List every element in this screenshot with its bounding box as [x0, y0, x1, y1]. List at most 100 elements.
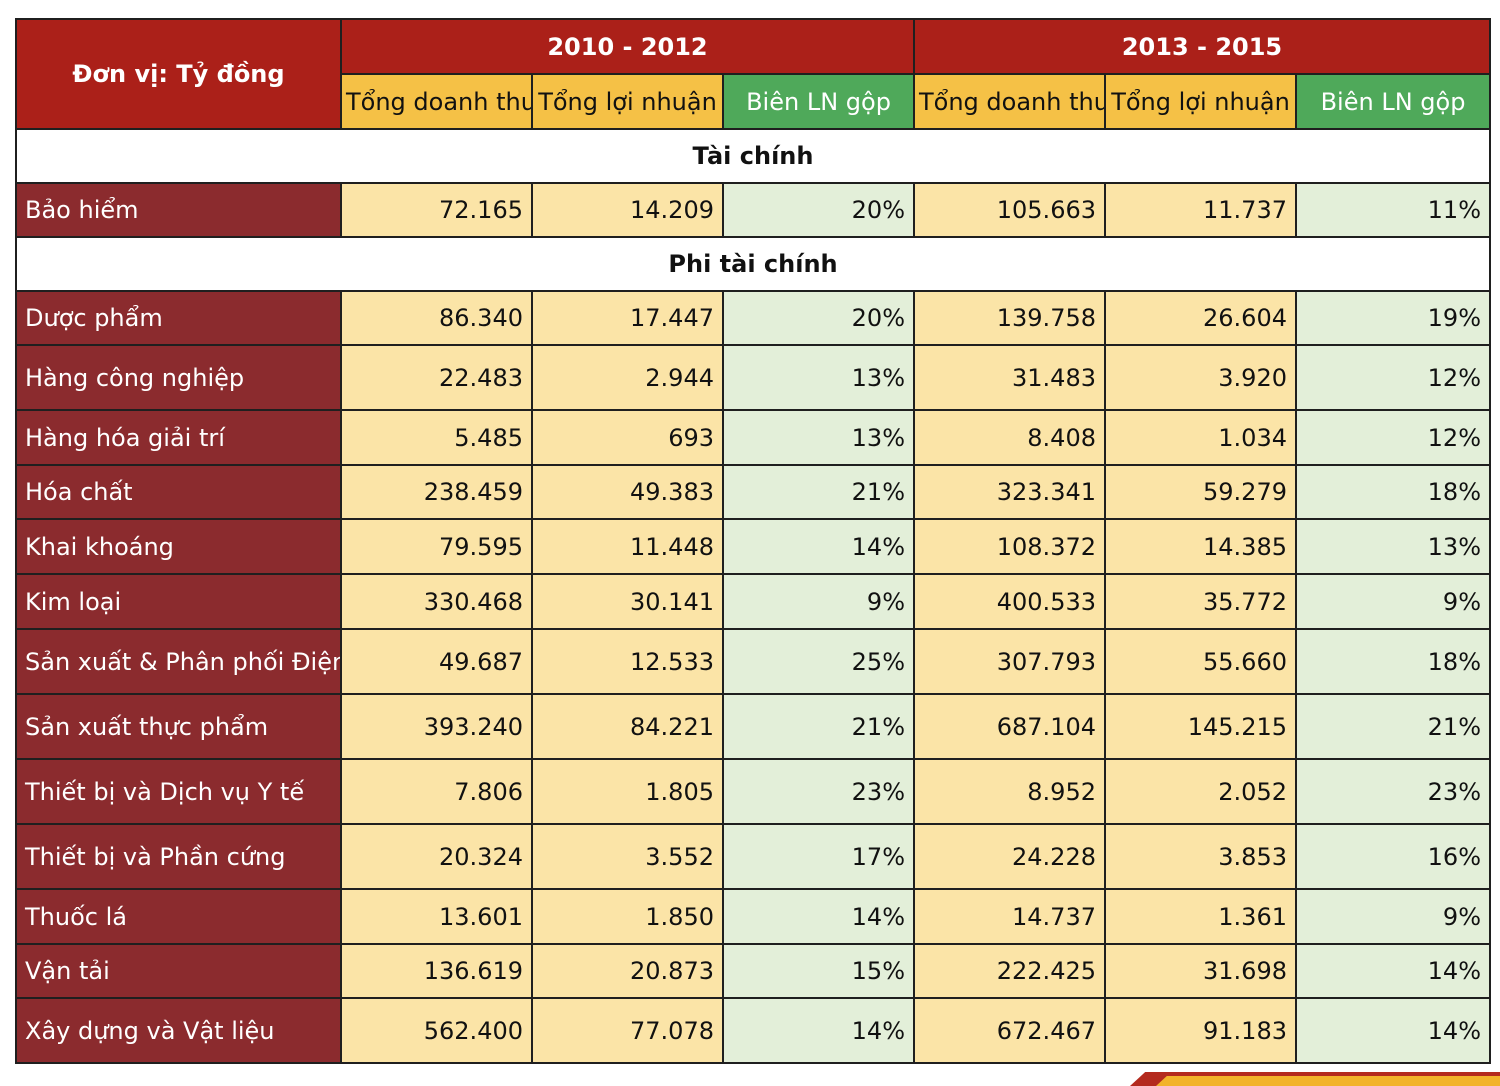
column-header-revenue: Tổng doanh thu	[913, 73, 1106, 130]
row-label: Hàng hóa giải trí	[15, 409, 342, 466]
section-row: Tài chính	[15, 128, 1491, 184]
cell-revenue-2013-2015: 400.533	[913, 573, 1106, 630]
table-row: Khai khoáng 79.595 11.448 14% 108.372 14.385 1…	[15, 518, 1491, 575]
cell-profit-2013-2015: 2.052	[1104, 758, 1297, 825]
cell-profit-2013-2015: 26.604	[1104, 290, 1297, 346]
cell-profit-2013-2015: 14.385	[1104, 518, 1297, 575]
cell-margin-2013-2015: 18%	[1295, 464, 1491, 520]
row-label: Sản xuất & Phân phối Điện	[15, 628, 342, 695]
cell-margin-2010-2012: 21%	[722, 693, 915, 760]
period-header-2013-2015: 2013 - 2015	[913, 18, 1491, 75]
table-row: Bảo hiểm 72.165 14.209 20% 105.663 11.737 11%	[15, 182, 1491, 238]
table-row: Xây dựng và Vật liệu 562.400 77.078 14% 672.…	[15, 997, 1491, 1064]
cell-profit-2013-2015: 145.215	[1104, 693, 1297, 760]
column-header-margin: Biên LN gộp	[1295, 73, 1491, 130]
cell-profit-2013-2015: 91.183	[1104, 997, 1297, 1064]
cell-profit-2013-2015: 3.853	[1104, 823, 1297, 890]
table-row: Vận tải 136.619 20.873 15% 222.425 31.698 14%	[15, 943, 1491, 999]
cell-profit-2010-2012: 14.209	[531, 182, 724, 238]
cell-profit-2010-2012: 3.552	[531, 823, 724, 890]
table-row: Kim loại 330.468 30.141 9% 400.533 35.772 9%	[15, 573, 1491, 630]
cell-revenue-2013-2015: 139.758	[913, 290, 1106, 346]
cell-margin-2013-2015: 23%	[1295, 758, 1491, 825]
cell-margin-2013-2015: 14%	[1295, 997, 1491, 1064]
period-header-2010-2012: 2010 - 2012	[340, 18, 915, 75]
row-label: Hàng công nghiệp	[15, 344, 342, 411]
table-row: Hóa chất 238.459 49.383 21% 323.341 59.279 18%	[15, 464, 1491, 520]
cell-margin-2010-2012: 14%	[722, 518, 915, 575]
cell-profit-2013-2015: 31.698	[1104, 943, 1297, 999]
cell-margin-2010-2012: 14%	[722, 997, 915, 1064]
row-label: Hóa chất	[15, 464, 342, 520]
cell-revenue-2013-2015: 105.663	[913, 182, 1106, 238]
cell-margin-2010-2012: 20%	[722, 182, 915, 238]
row-label: Thuốc lá	[15, 888, 342, 945]
cell-revenue-2013-2015: 8.952	[913, 758, 1106, 825]
column-header-profit: Tổng lợi nhuận	[531, 73, 724, 130]
cell-margin-2010-2012: 20%	[722, 290, 915, 346]
table-header: Đơn vị: Tỷ đồng 2010 - 2012 2013 - 2015 …	[15, 18, 1491, 130]
row-label: Vận tải	[15, 943, 342, 999]
cell-margin-2013-2015: 19%	[1295, 290, 1491, 346]
cell-revenue-2013-2015: 222.425	[913, 943, 1106, 999]
section-title: Phi tài chính	[15, 236, 1491, 292]
table-row: Thiết bị và Dịch vụ Y tế 7.806 1.805 23% 8.9…	[15, 758, 1491, 825]
section-row: Phi tài chính	[15, 236, 1491, 292]
cell-profit-2010-2012: 1.805	[531, 758, 724, 825]
cell-revenue-2010-2012: 13.601	[340, 888, 533, 945]
cell-revenue-2013-2015: 14.737	[913, 888, 1106, 945]
column-header-margin: Biên LN gộp	[722, 73, 915, 130]
cell-margin-2013-2015: 13%	[1295, 518, 1491, 575]
table-row: Hàng công nghiệp 22.483 2.944 13% 31.483 3.92…	[15, 344, 1491, 411]
cell-revenue-2010-2012: 562.400	[340, 997, 533, 1064]
cell-margin-2010-2012: 9%	[722, 573, 915, 630]
cell-profit-2010-2012: 49.383	[531, 464, 724, 520]
row-label: Dược phẩm	[15, 290, 342, 346]
row-label: Kim loại	[15, 573, 342, 630]
cell-profit-2010-2012: 17.447	[531, 290, 724, 346]
cell-profit-2010-2012: 2.944	[531, 344, 724, 411]
cell-margin-2013-2015: 9%	[1295, 888, 1491, 945]
column-header-revenue: Tổng doanh thu	[340, 73, 533, 130]
cell-profit-2013-2015: 55.660	[1104, 628, 1297, 695]
cell-revenue-2010-2012: 20.324	[340, 823, 533, 890]
cell-profit-2010-2012: 84.221	[531, 693, 724, 760]
cell-margin-2010-2012: 14%	[722, 888, 915, 945]
cell-revenue-2013-2015: 108.372	[913, 518, 1106, 575]
financial-table-container: Đơn vị: Tỷ đồng 2010 - 2012 2013 - 2015 …	[15, 18, 1491, 1064]
cell-revenue-2013-2015: 24.228	[913, 823, 1106, 890]
cell-revenue-2010-2012: 72.165	[340, 182, 533, 238]
column-header-profit: Tổng lợi nhuận	[1104, 73, 1297, 130]
industry-financials-table: Đơn vị: Tỷ đồng 2010 - 2012 2013 - 2015 …	[15, 18, 1491, 1064]
cell-profit-2010-2012: 77.078	[531, 997, 724, 1064]
row-label: Bảo hiểm	[15, 182, 342, 238]
unit-label: Đơn vị: Tỷ đồng	[15, 18, 342, 130]
cell-revenue-2013-2015: 8.408	[913, 409, 1106, 466]
row-label: Thiết bị và Phần cứng	[15, 823, 342, 890]
cell-revenue-2010-2012: 330.468	[340, 573, 533, 630]
cell-profit-2013-2015: 35.772	[1104, 573, 1297, 630]
cell-profit-2013-2015: 3.920	[1104, 344, 1297, 411]
row-label: Thiết bị và Dịch vụ Y tế	[15, 758, 342, 825]
cell-profit-2010-2012: 20.873	[531, 943, 724, 999]
cell-margin-2013-2015: 12%	[1295, 344, 1491, 411]
cell-profit-2010-2012: 11.448	[531, 518, 724, 575]
cell-margin-2010-2012: 21%	[722, 464, 915, 520]
cell-margin-2010-2012: 25%	[722, 628, 915, 695]
table-row: Sản xuất thực phẩm 393.240 84.221 21% 687.10…	[15, 693, 1491, 760]
cell-margin-2013-2015: 12%	[1295, 409, 1491, 466]
cell-margin-2013-2015: 9%	[1295, 573, 1491, 630]
cell-margin-2010-2012: 13%	[722, 344, 915, 411]
cell-revenue-2010-2012: 136.619	[340, 943, 533, 999]
row-label: Khai khoáng	[15, 518, 342, 575]
footer-decoration-gold	[1156, 1076, 1500, 1086]
cell-profit-2010-2012: 693	[531, 409, 724, 466]
row-label: Sản xuất thực phẩm	[15, 693, 342, 760]
section-title: Tài chính	[15, 128, 1491, 184]
cell-revenue-2010-2012: 238.459	[340, 464, 533, 520]
cell-revenue-2010-2012: 393.240	[340, 693, 533, 760]
cell-profit-2010-2012: 12.533	[531, 628, 724, 695]
cell-revenue-2010-2012: 5.485	[340, 409, 533, 466]
cell-profit-2013-2015: 59.279	[1104, 464, 1297, 520]
table-row: Dược phẩm 86.340 17.447 20% 139.758 26.604 19%	[15, 290, 1491, 346]
